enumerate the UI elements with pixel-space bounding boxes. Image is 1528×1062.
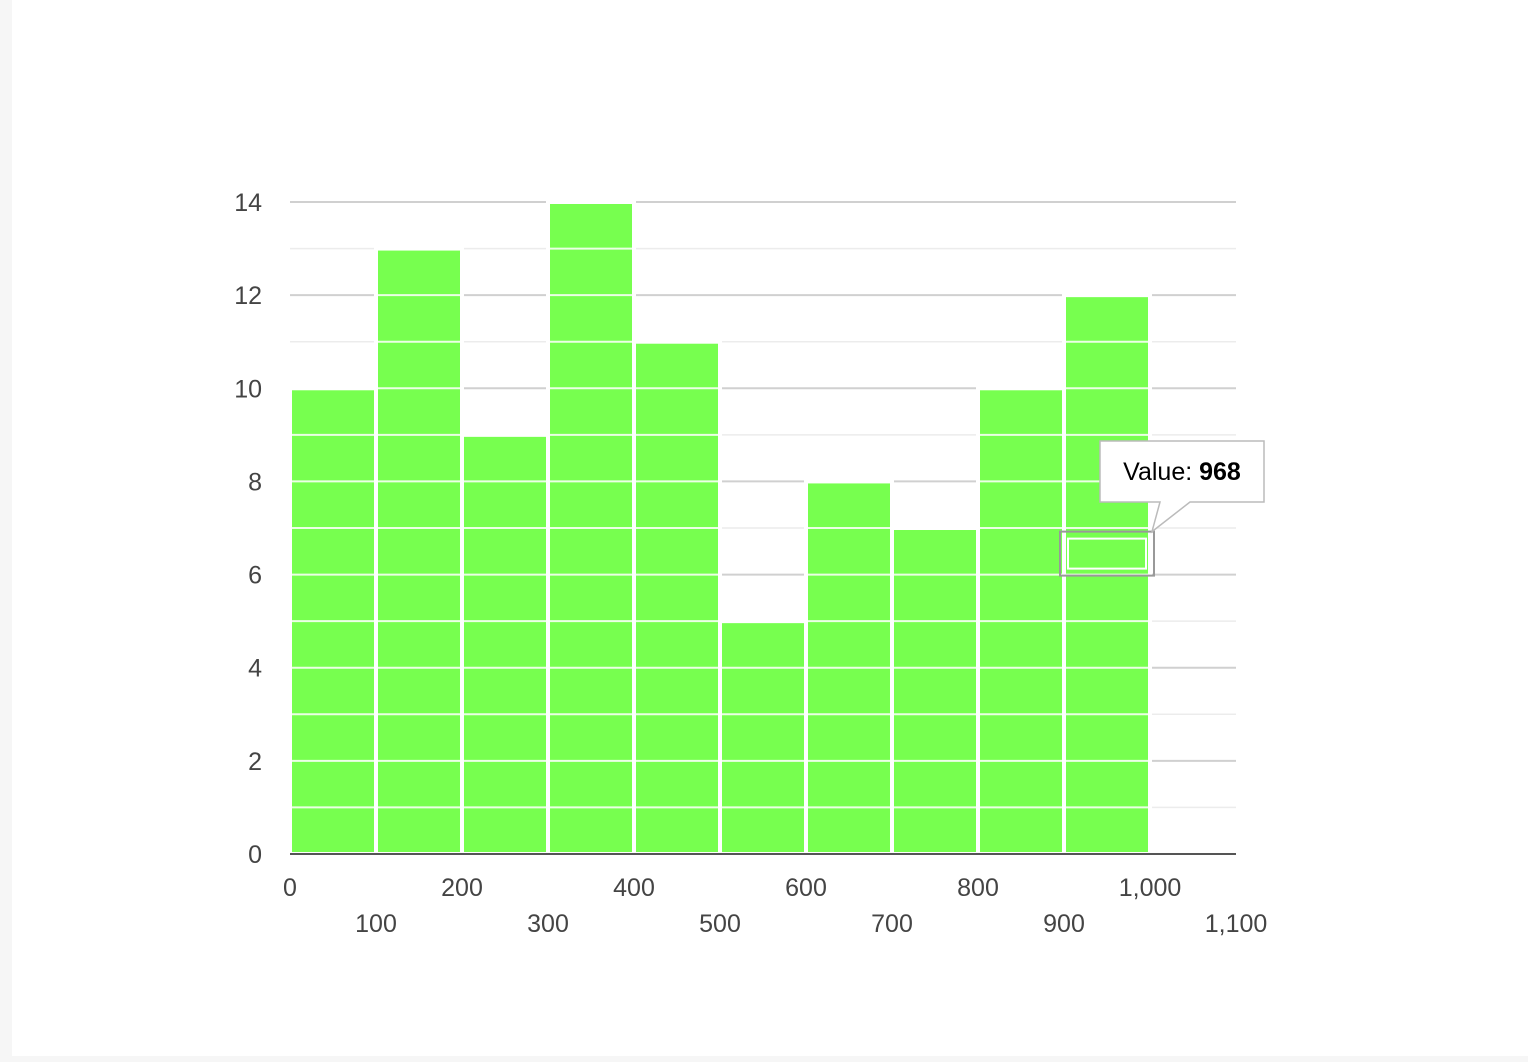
x-tick-label: 1,000 [1119,874,1182,902]
x-tick-label: 900 [1043,910,1085,938]
y-tick-label: 12 [234,282,262,310]
x-tick-label: 700 [871,910,913,938]
x-tick-label: 1,100 [1205,910,1268,938]
x-axis-ticks: 0 100 200 300 400 500 600 700 800 900 1,000 1,100 [283,874,1267,938]
tooltip-box [1099,440,1265,534]
tooltip: Value: 968 [1059,440,1265,577]
tooltip-label: Value: [1123,458,1199,486]
x-tick-label: 200 [441,874,483,902]
histogram-bar [460,432,550,856]
chart-frame: 0 2 4 6 8 10 12 14 0 100 200 300 400 500 600 700 800 900… [12,0,1528,1056]
histogram-chart: 0 2 4 6 8 10 12 14 0 100 200 300 400 500 600 700 800 900… [234,189,1267,938]
y-axis-ticks: 0 2 4 6 8 10 12 14 [234,189,262,869]
y-tick-label: 10 [234,375,262,403]
y-tick-label: 14 [234,189,262,217]
x-tick-label: 400 [613,874,655,902]
tooltip-value: 968 [1199,458,1241,486]
y-tick-label: 6 [248,562,262,590]
histogram-bar [632,339,722,856]
highlight-outer [1059,530,1155,577]
tooltip-text: Value: 968 [1123,458,1241,486]
x-tick-label: 600 [785,874,827,902]
x-tick-label: 300 [527,910,569,938]
y-tick-label: 4 [248,655,262,683]
y-tick-label: 8 [248,468,262,496]
x-tick-label: 100 [355,910,397,938]
x-tick-label: 500 [699,910,741,938]
histogram-bar [374,246,464,857]
histogram-bar [890,526,980,856]
y-tick-label: 0 [248,841,262,869]
histogram-bar [718,619,808,857]
bars [288,200,1152,857]
highlight-inner [1067,537,1147,570]
x-tick-label: 0 [283,874,297,902]
x-tick-label: 800 [957,874,999,902]
y-tick-label: 2 [248,748,262,776]
